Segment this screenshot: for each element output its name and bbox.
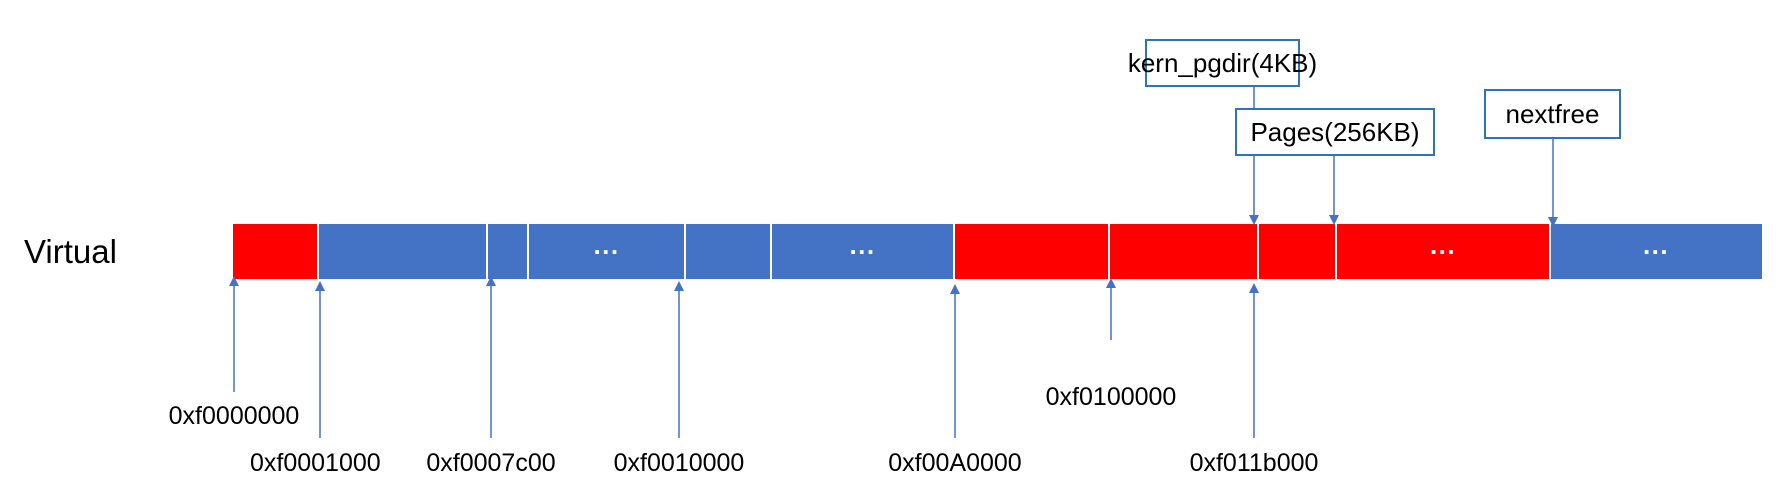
callout-label: nextfree [1506,99,1600,129]
callouts: kern_pgdir(4KB) Pages(256KB) nextfree [1128,39,1621,227]
segment-ellipsis: ··· [594,237,620,267]
address-label: 0xf0001000 [250,449,381,477]
segment-free-4 [685,224,771,279]
segment-free-5 [771,224,954,279]
callout-label: Pages(256KB) [1250,117,1419,147]
address-label: 0xf00A0000 [888,449,1021,477]
address-label: 0xf011b000 [1190,449,1319,477]
segment-free-10 [1550,224,1762,279]
memory-bar: ··· ··· ··· ··· [233,224,1762,279]
segment-free-2 [487,224,528,279]
callout-label: kern_pgdir(4KB) [1128,48,1317,78]
address-markers: 0xf0000000 0xf0001000 0xf0007c00 0xf0010000… [169,276,1319,477]
segment-used-8 [1258,224,1336,279]
segment-used-9 [1336,224,1550,279]
segment-free-1 [318,224,487,279]
row-label-virtual: Virtual [24,233,117,270]
segment-ellipsis: ··· [1430,237,1456,267]
callout-box [1145,39,1300,87]
segment-used-6 [954,224,1109,279]
address-label: 0xf0100000 [1046,383,1177,411]
segment-ellipsis: ··· [1643,237,1669,267]
callout-box [1484,89,1621,139]
address-label: 0xf0007c00 [426,449,555,477]
segment-used-0 [233,224,318,279]
callout-box [1235,108,1435,156]
segment-ellipsis: ··· [850,237,876,267]
segment-free-3 [528,224,685,279]
address-label: 0xf0000000 [169,402,300,430]
address-label: 0xf0010000 [614,449,745,477]
segment-used-7 [1109,224,1258,279]
